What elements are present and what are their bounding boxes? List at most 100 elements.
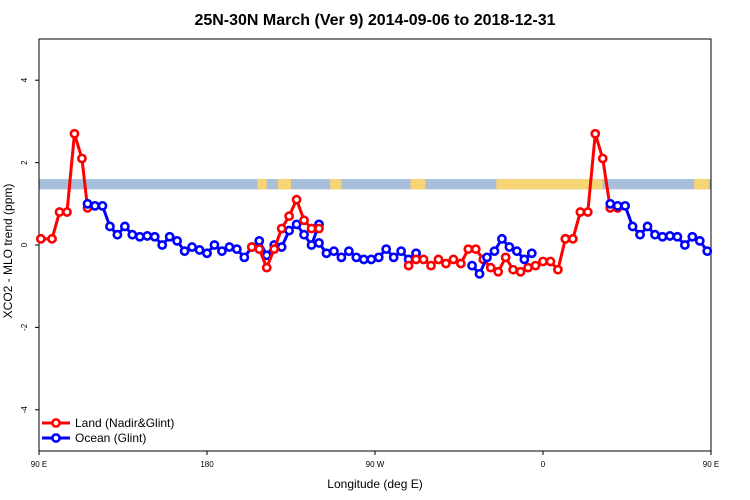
data-point [672, 231, 683, 242]
data-point [276, 242, 287, 252]
y-tick-label: 0 [20, 242, 29, 247]
legend-label: Ocean (Glint) [75, 431, 146, 445]
data-point [209, 240, 220, 250]
x-axis-ticks: 90 E 180 90 W 0 90 E [31, 451, 719, 469]
data-point [470, 244, 481, 255]
x-tick-label: 0 [541, 460, 546, 469]
legend: Land (Nadir&Glint)Ocean (Glint) [42, 416, 174, 445]
data-point [217, 246, 227, 257]
land-band-segment [330, 179, 342, 190]
data-point [519, 254, 530, 265]
data-point [426, 260, 436, 271]
land-band-segment [496, 179, 603, 190]
data-point [627, 221, 638, 232]
land-band-segment [410, 179, 426, 190]
data-point [299, 229, 309, 240]
data-point [231, 244, 242, 255]
data-point [553, 264, 563, 275]
data-point [358, 254, 369, 265]
data-point [97, 200, 108, 211]
series [82, 198, 324, 263]
data-point [164, 231, 175, 242]
data-point [560, 233, 571, 244]
data-point [493, 266, 504, 277]
data-point [269, 244, 280, 255]
data-point [351, 252, 362, 263]
data-point [523, 262, 533, 273]
data-point [127, 229, 138, 240]
data-point [635, 229, 645, 240]
x-tick-label: 90 W [366, 460, 385, 469]
data-point [526, 248, 537, 259]
data-point [567, 233, 578, 244]
data-point [54, 207, 65, 217]
data-point [291, 219, 302, 230]
data-point [179, 246, 190, 257]
land-band-segment [277, 179, 291, 190]
data-point [388, 252, 399, 263]
data-point [77, 153, 87, 164]
data-point [224, 242, 235, 252]
data-point [403, 260, 414, 271]
data-point [620, 200, 631, 211]
data-point [418, 254, 429, 265]
data-point [530, 260, 541, 271]
data-point [291, 194, 302, 205]
data-point [482, 252, 492, 263]
data-point [321, 248, 332, 259]
data-point [329, 246, 339, 257]
data-point [373, 252, 384, 263]
data-point [157, 240, 168, 250]
data-point [582, 207, 593, 217]
data-point [284, 225, 295, 236]
data-point [306, 223, 317, 234]
chart-title: 25N-30N March (Ver 9) 2014-09-06 to 2018… [194, 12, 555, 29]
legend-entry: Ocean (Glint) [42, 431, 146, 445]
data-point [261, 262, 272, 273]
data-point [239, 252, 250, 263]
data-point [187, 242, 197, 252]
land-band-segment [694, 179, 710, 190]
x-tick-label: 90 E [31, 460, 47, 469]
data-point [463, 244, 474, 255]
data-point [441, 258, 451, 269]
y-tick-label: 2 [20, 160, 29, 165]
data-point [511, 246, 522, 257]
series-line [609, 202, 709, 253]
data-point [119, 221, 130, 232]
data-point [366, 254, 377, 265]
data-point [314, 238, 324, 248]
data-point [500, 252, 511, 263]
legend-marker [51, 418, 61, 428]
data-point [254, 235, 265, 246]
data-point [474, 268, 485, 279]
data-point [62, 207, 72, 217]
y-axis-ticks: -4 -2 0 2 4 [20, 77, 39, 413]
data-point [35, 233, 46, 244]
series-line [251, 198, 319, 270]
legend-entry: Land (Nadir&Glint) [42, 416, 174, 430]
data-point [650, 229, 660, 240]
data-point [515, 266, 526, 277]
data-point [69, 128, 80, 139]
data-point [508, 264, 519, 275]
data-point [299, 215, 309, 226]
data-point [679, 240, 690, 250]
data-point [687, 231, 698, 242]
series [605, 198, 713, 257]
data-point [642, 221, 653, 232]
y-tick-label: -2 [20, 323, 29, 331]
series [246, 194, 324, 273]
data-point [246, 242, 257, 252]
data-point [497, 233, 507, 244]
data-point [142, 231, 153, 241]
series [467, 233, 537, 279]
data-point [467, 260, 477, 271]
data-point [605, 198, 616, 209]
data-point [172, 235, 183, 246]
y-tick-label: -4 [20, 406, 29, 414]
x-tick-label: 90 E [703, 460, 719, 469]
data-point [112, 229, 123, 240]
data-point [575, 207, 586, 217]
